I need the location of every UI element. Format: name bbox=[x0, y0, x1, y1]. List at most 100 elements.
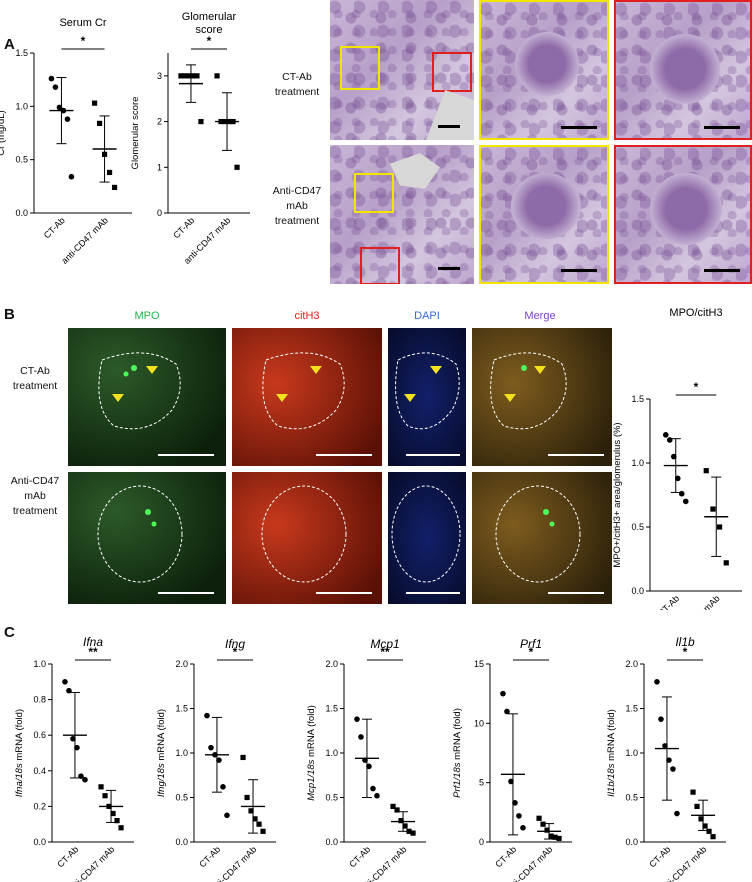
data-point bbox=[198, 118, 204, 125]
data-point bbox=[674, 475, 681, 482]
yellow-roi-box bbox=[354, 173, 394, 213]
merge-ct-image bbox=[472, 328, 612, 466]
data-point bbox=[662, 743, 668, 749]
scale-bar bbox=[704, 269, 740, 272]
y-tick-label: 0.2 bbox=[33, 801, 46, 811]
data-point bbox=[248, 808, 254, 814]
data-point bbox=[710, 506, 716, 512]
data-point bbox=[390, 803, 396, 809]
y-tick-label: 1.5 bbox=[15, 48, 28, 58]
data-point bbox=[682, 498, 689, 505]
dapi-cd47-image bbox=[388, 472, 466, 604]
y-axis-label-gene: Ifng/18s bbox=[156, 763, 167, 797]
histology-ct-overview bbox=[330, 0, 474, 140]
data-point bbox=[512, 800, 518, 806]
data-point bbox=[260, 828, 266, 834]
row-label-cd47-line1: Anti-CD47 bbox=[272, 185, 322, 197]
data-point bbox=[98, 784, 104, 790]
y-tick-label: 10 bbox=[474, 718, 484, 728]
chart-ifng: Ifng 0.0 0.5 1.0 1.5 2.0 Ifng/18s mRNA (fold) C… bbox=[156, 637, 276, 882]
significance-label: * bbox=[233, 645, 238, 659]
data-point bbox=[678, 490, 685, 497]
histology-ct-red-zoom bbox=[614, 0, 752, 140]
data-point bbox=[62, 679, 68, 685]
panel-b-chart: MPO/citH3 0.0 0.5 1.0 1.5 MPO+/citH3+ area/gl… bbox=[612, 307, 742, 610]
red-roi-box bbox=[432, 52, 472, 92]
data-point bbox=[234, 164, 240, 170]
y-tick-label: 0.8 bbox=[33, 695, 46, 705]
red-roi-box bbox=[360, 247, 400, 284]
y-tick-label: 0.4 bbox=[33, 766, 46, 776]
y-tick-label: 0.5 bbox=[15, 155, 28, 165]
panel-b-row-label-cd47: Anti-CD47 mAb treatment bbox=[2, 474, 68, 519]
chart-title: MPO/citH3 bbox=[669, 307, 722, 319]
chart-title: Glomerular bbox=[182, 11, 237, 23]
significance-label: ** bbox=[88, 645, 98, 659]
data-point bbox=[114, 818, 120, 824]
data-point bbox=[354, 716, 360, 722]
x-tick-label: CT-Ab bbox=[656, 593, 681, 610]
data-point bbox=[74, 744, 80, 751]
y-tick-label: 1.0 bbox=[175, 748, 188, 758]
data-point bbox=[244, 794, 250, 801]
y-tick-label: 1.0 bbox=[15, 101, 28, 111]
y-tick-label: 2 bbox=[157, 117, 162, 127]
mpo-ct-image bbox=[68, 328, 226, 466]
data-point bbox=[694, 803, 700, 809]
data-point bbox=[398, 818, 404, 824]
y-tick-label: 1.0 bbox=[631, 458, 644, 468]
merge-cd47-image bbox=[472, 472, 612, 604]
data-point bbox=[552, 834, 558, 840]
significance-label: * bbox=[694, 380, 699, 394]
histology-cd47-yellow-zoom bbox=[479, 145, 609, 284]
significance-label: * bbox=[81, 34, 86, 48]
data-point bbox=[702, 823, 708, 829]
y-axis-label-unit: mRNA (fold) bbox=[156, 709, 167, 763]
dapi-ct-image bbox=[388, 328, 466, 466]
data-point bbox=[670, 766, 676, 772]
y-tick-label: 0 bbox=[479, 837, 484, 847]
data-point bbox=[110, 810, 116, 817]
data-point bbox=[710, 834, 716, 840]
y-tick-label: 1 bbox=[157, 162, 162, 172]
y-axis-label-unit: mRNA (fold) bbox=[14, 709, 25, 763]
row-label-cd47-line3: treatment bbox=[274, 215, 320, 227]
y-axis-label-gene: Ifna/18s bbox=[14, 763, 25, 797]
data-point bbox=[204, 712, 210, 719]
chart-il1b: Il1b 0.0 0.5 1.0 1.5 2.0 Il1b/18s mRNA (fold) C… bbox=[606, 635, 726, 882]
row-label-cd47-line2: mAb bbox=[286, 200, 308, 212]
yellow-roi-box bbox=[340, 46, 380, 90]
data-point bbox=[703, 468, 709, 474]
cith3-cd47-image bbox=[232, 472, 382, 604]
chart-title: Il1b bbox=[675, 635, 695, 649]
data-point bbox=[52, 84, 59, 90]
chart-title: Serum Cr bbox=[59, 17, 106, 29]
scale-bar bbox=[704, 126, 740, 129]
y-tick-label: 2.0 bbox=[175, 659, 188, 669]
data-point bbox=[690, 789, 696, 795]
data-point bbox=[118, 825, 124, 831]
data-point bbox=[674, 810, 680, 817]
chart-title: Prf1 bbox=[520, 637, 542, 651]
panel-a-row-label-ct: CT-Ab treatment bbox=[262, 70, 332, 100]
scale-bar bbox=[438, 267, 460, 270]
data-point bbox=[516, 813, 522, 819]
histology-cd47-red-zoom bbox=[614, 145, 752, 284]
data-point bbox=[214, 73, 220, 79]
row-label-ct-line2: treatment bbox=[274, 86, 320, 98]
chart-title: score bbox=[196, 24, 223, 36]
data-point bbox=[358, 734, 364, 740]
y-tick-label: 1.0 bbox=[33, 659, 46, 669]
data-point bbox=[544, 827, 550, 833]
mpo-cd47-image bbox=[68, 472, 226, 604]
y-tick-label: 1.5 bbox=[325, 704, 338, 714]
y-tick-label: 0.0 bbox=[33, 837, 46, 847]
channel-label-mpo: MPO bbox=[134, 310, 160, 322]
y-tick-label: 3 bbox=[157, 71, 162, 81]
data-point bbox=[82, 776, 88, 783]
chart-title: Ifna bbox=[83, 635, 103, 649]
data-point bbox=[56, 104, 63, 111]
panel-a-row-label-cd47: Anti-CD47 mAb treatment bbox=[262, 184, 332, 229]
cith3-ct-image bbox=[232, 328, 382, 466]
x-tick-label: CT-Ab bbox=[493, 844, 518, 869]
